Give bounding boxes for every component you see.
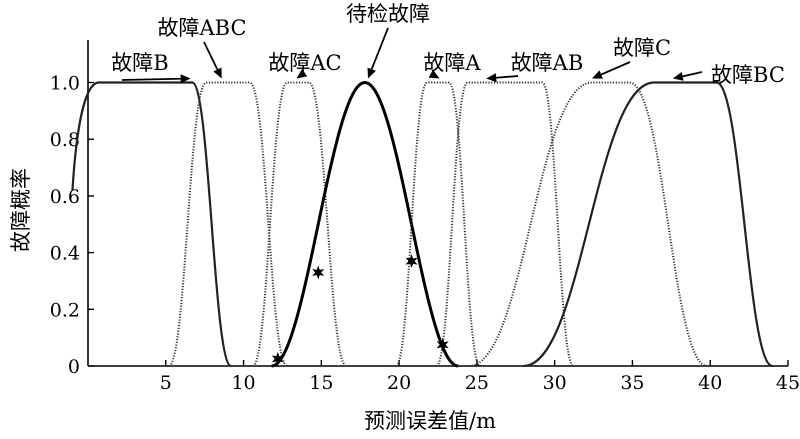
x-tick-label: 40	[698, 372, 722, 394]
y-tick-label: 1.0	[50, 73, 80, 95]
annotation-arrow	[496, 75, 519, 79]
curves	[71, 81, 773, 368]
annotation-arrow-head	[213, 67, 222, 79]
series-line-7	[469, 81, 708, 367]
series-line-1	[71, 81, 233, 368]
intersection-marker	[436, 337, 449, 352]
series-line-3	[251, 81, 348, 367]
x-tick-label: 10	[231, 372, 255, 394]
axes	[87, 40, 788, 367]
x-tick-label: 15	[309, 372, 333, 394]
x-tick-label: 30	[543, 372, 567, 394]
x-tick-label: 5	[160, 372, 172, 394]
intersection-marker	[312, 265, 325, 280]
annotation-arrow	[600, 61, 631, 76]
annotation-label: 故障AB	[511, 51, 584, 75]
y-tick-label: 0.6	[50, 186, 80, 208]
annotation-arrow-head	[367, 67, 376, 79]
markers	[271, 254, 449, 366]
series-line-6	[435, 81, 575, 367]
annotation-label: 故障C	[613, 36, 671, 60]
annotation-label: 故障ABC	[157, 16, 246, 40]
annotation-arrow	[682, 71, 703, 78]
series-line-5	[395, 81, 481, 367]
annotation-label: 待检故障	[346, 2, 430, 26]
y-axis-label: 故障概率	[9, 168, 33, 252]
x-tick-label: 45	[776, 372, 800, 394]
annotation-arrow-head	[672, 71, 684, 81]
annotation-arrow	[203, 41, 219, 70]
annotation-arrow-head	[180, 74, 191, 84]
x-tick-label: 35	[620, 372, 644, 394]
annotation-arrow-head	[592, 70, 603, 79]
ticks: 5 10 15 20 25 30 35 40 45 0 0.2 0.4 0.6 0.8 1.0	[50, 73, 800, 394]
x-tick-label: 25	[465, 372, 489, 394]
annotation-arrow	[121, 77, 181, 81]
series-line-8	[523, 81, 773, 368]
annotation-arrow-head	[428, 69, 440, 79]
series-line-4	[271, 81, 459, 368]
annotation-label: 故障B	[111, 51, 168, 75]
y-tick-label: 0.4	[50, 243, 80, 265]
y-tick-label: 0	[68, 356, 80, 378]
annotation-label: 故障AC	[268, 51, 341, 75]
annotation-arrow-head	[486, 73, 497, 83]
x-tick-label: 20	[387, 372, 411, 394]
annotation-label: 故障BC	[711, 63, 785, 87]
y-tick-label: 0.2	[50, 299, 80, 321]
annotation-arrow-head	[296, 69, 308, 79]
annotation-arrow	[370, 27, 389, 70]
x-axis-label: 预测误差值/m	[364, 409, 496, 433]
y-tick-label: 0.8	[50, 129, 80, 151]
intersection-marker	[405, 254, 418, 269]
intersection-marker	[271, 351, 284, 366]
